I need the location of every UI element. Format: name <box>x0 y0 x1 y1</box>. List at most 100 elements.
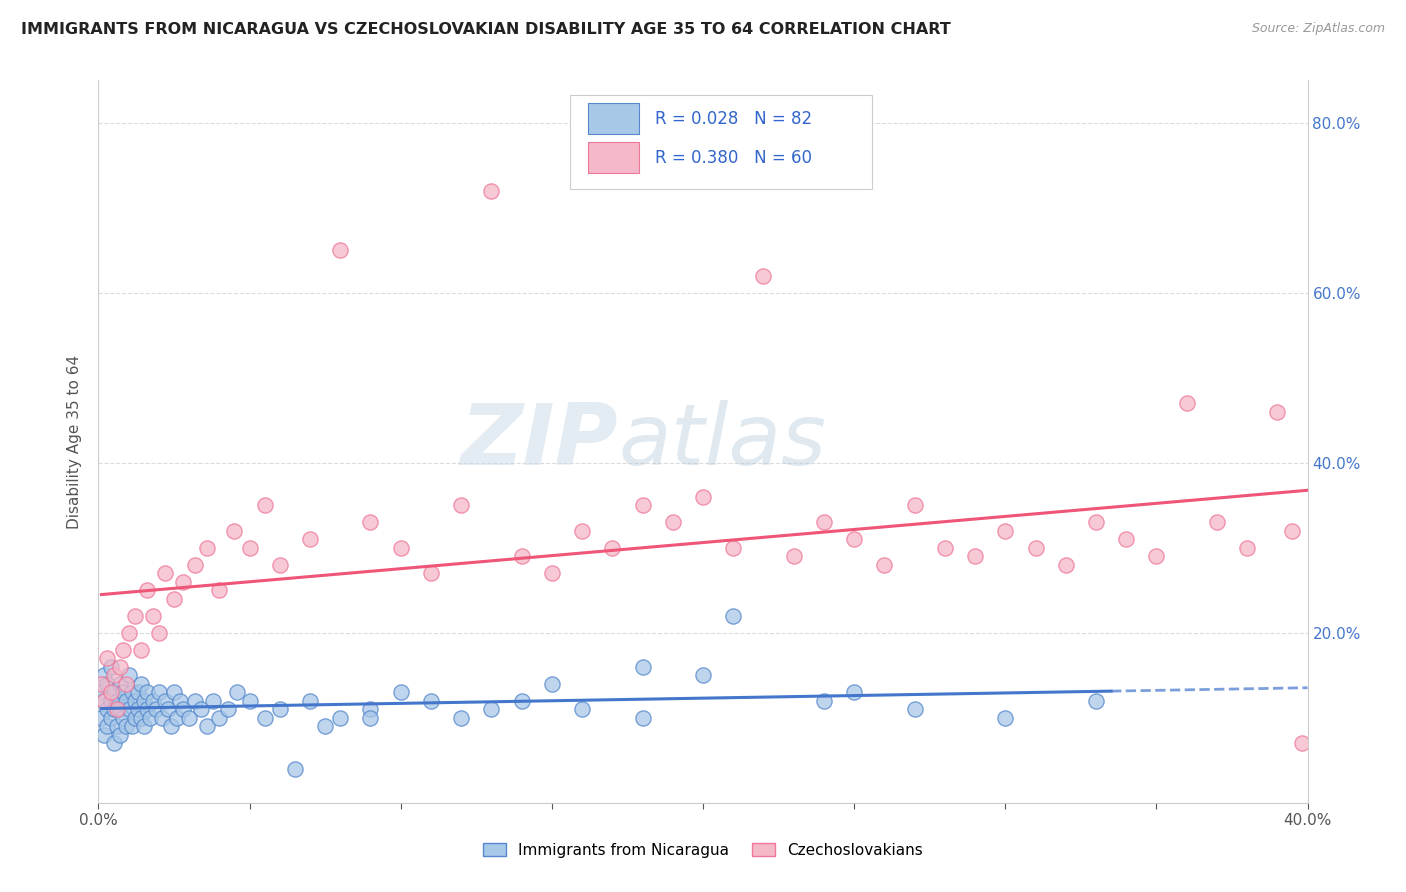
Point <box>723 541 745 555</box>
Point <box>208 711 231 725</box>
Point <box>124 711 146 725</box>
Point <box>105 702 128 716</box>
Point <box>1024 541 1046 555</box>
Point <box>118 625 141 640</box>
Point <box>145 702 167 716</box>
Point <box>129 711 152 725</box>
Point <box>195 719 218 733</box>
Point <box>904 498 927 512</box>
Point <box>100 660 122 674</box>
Point <box>360 516 382 530</box>
Point <box>121 719 143 733</box>
Point <box>1291 736 1313 750</box>
Point <box>163 591 186 606</box>
Point <box>994 524 1017 538</box>
Point <box>184 558 207 572</box>
Point <box>873 558 896 572</box>
Point <box>481 184 503 198</box>
Point <box>132 694 155 708</box>
Point <box>1236 541 1258 555</box>
FancyBboxPatch shape <box>588 143 638 173</box>
Point <box>108 660 131 674</box>
Point <box>108 702 131 716</box>
Point <box>1085 516 1108 530</box>
Point <box>132 719 155 733</box>
Point <box>1054 558 1077 572</box>
Point <box>100 711 122 725</box>
Point <box>90 677 112 691</box>
Point <box>329 711 352 725</box>
Point <box>844 685 866 699</box>
Point <box>148 625 170 640</box>
Point <box>153 566 176 581</box>
Point <box>124 608 146 623</box>
Point <box>510 549 533 564</box>
Point <box>1175 396 1198 410</box>
Point <box>752 268 775 283</box>
Point <box>127 685 149 699</box>
Point <box>239 694 262 708</box>
Point <box>103 685 125 699</box>
Point <box>160 719 183 733</box>
Point <box>142 694 165 708</box>
Point <box>314 719 336 733</box>
Text: atlas: atlas <box>619 400 827 483</box>
Point <box>253 711 276 725</box>
Point <box>510 694 533 708</box>
Point <box>994 711 1017 725</box>
Point <box>723 608 745 623</box>
Point <box>224 524 246 538</box>
Point <box>129 677 152 691</box>
Point <box>844 533 866 547</box>
Point <box>114 719 136 733</box>
Point <box>135 685 157 699</box>
Point <box>179 711 201 725</box>
Point <box>481 702 503 716</box>
Point <box>783 549 806 564</box>
Point <box>135 583 157 598</box>
Point <box>269 558 291 572</box>
Point <box>420 566 443 581</box>
Point <box>124 694 146 708</box>
Point <box>360 702 382 716</box>
Point <box>90 711 112 725</box>
Point <box>103 736 125 750</box>
Point <box>190 702 212 716</box>
Point <box>135 702 157 716</box>
Point <box>450 711 472 725</box>
Point <box>93 694 115 708</box>
Point <box>299 694 322 708</box>
Point <box>114 677 136 691</box>
Point <box>329 244 352 258</box>
Point <box>217 702 239 716</box>
Point <box>127 702 149 716</box>
Point <box>813 694 835 708</box>
Point <box>904 702 927 716</box>
Point <box>1281 524 1303 538</box>
Point <box>571 702 593 716</box>
Point <box>108 677 131 691</box>
Point <box>121 685 143 699</box>
Point <box>631 711 654 725</box>
Point <box>90 685 112 699</box>
Point <box>114 694 136 708</box>
Point <box>602 541 624 555</box>
Point <box>813 516 835 530</box>
Point <box>103 668 125 682</box>
Point <box>111 642 134 657</box>
Point <box>163 685 186 699</box>
Point <box>172 702 194 716</box>
Point <box>96 651 118 665</box>
Point <box>139 711 162 725</box>
Point <box>105 719 128 733</box>
Point <box>195 541 218 555</box>
Point <box>631 660 654 674</box>
Text: R = 0.028   N = 82: R = 0.028 N = 82 <box>655 110 811 128</box>
Point <box>108 728 131 742</box>
Point <box>1144 549 1167 564</box>
Point <box>156 702 179 716</box>
Point <box>239 541 262 555</box>
Point <box>226 685 249 699</box>
Point <box>389 541 412 555</box>
Point <box>540 566 562 581</box>
